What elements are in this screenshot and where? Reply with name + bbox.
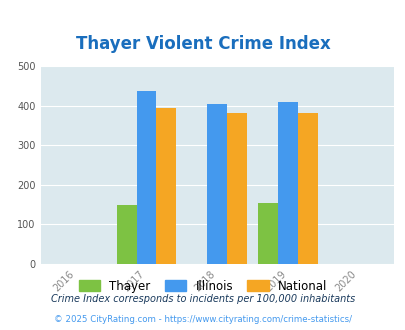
Text: © 2025 CityRating.com - https://www.cityrating.com/crime-statistics/: © 2025 CityRating.com - https://www.city…: [54, 315, 351, 324]
Bar: [226, 113, 246, 264]
Text: Crime Index corresponds to incidents per 100,000 inhabitants: Crime Index corresponds to incidents per…: [51, 294, 354, 304]
Bar: [156, 108, 176, 264]
Bar: [207, 104, 226, 264]
Bar: [117, 205, 136, 264]
Bar: [297, 113, 317, 264]
Legend: Thayer, Illinois, National: Thayer, Illinois, National: [74, 275, 331, 297]
Bar: [136, 91, 156, 264]
Bar: [277, 102, 297, 264]
Text: Thayer Violent Crime Index: Thayer Violent Crime Index: [75, 35, 330, 53]
Bar: [258, 203, 277, 264]
